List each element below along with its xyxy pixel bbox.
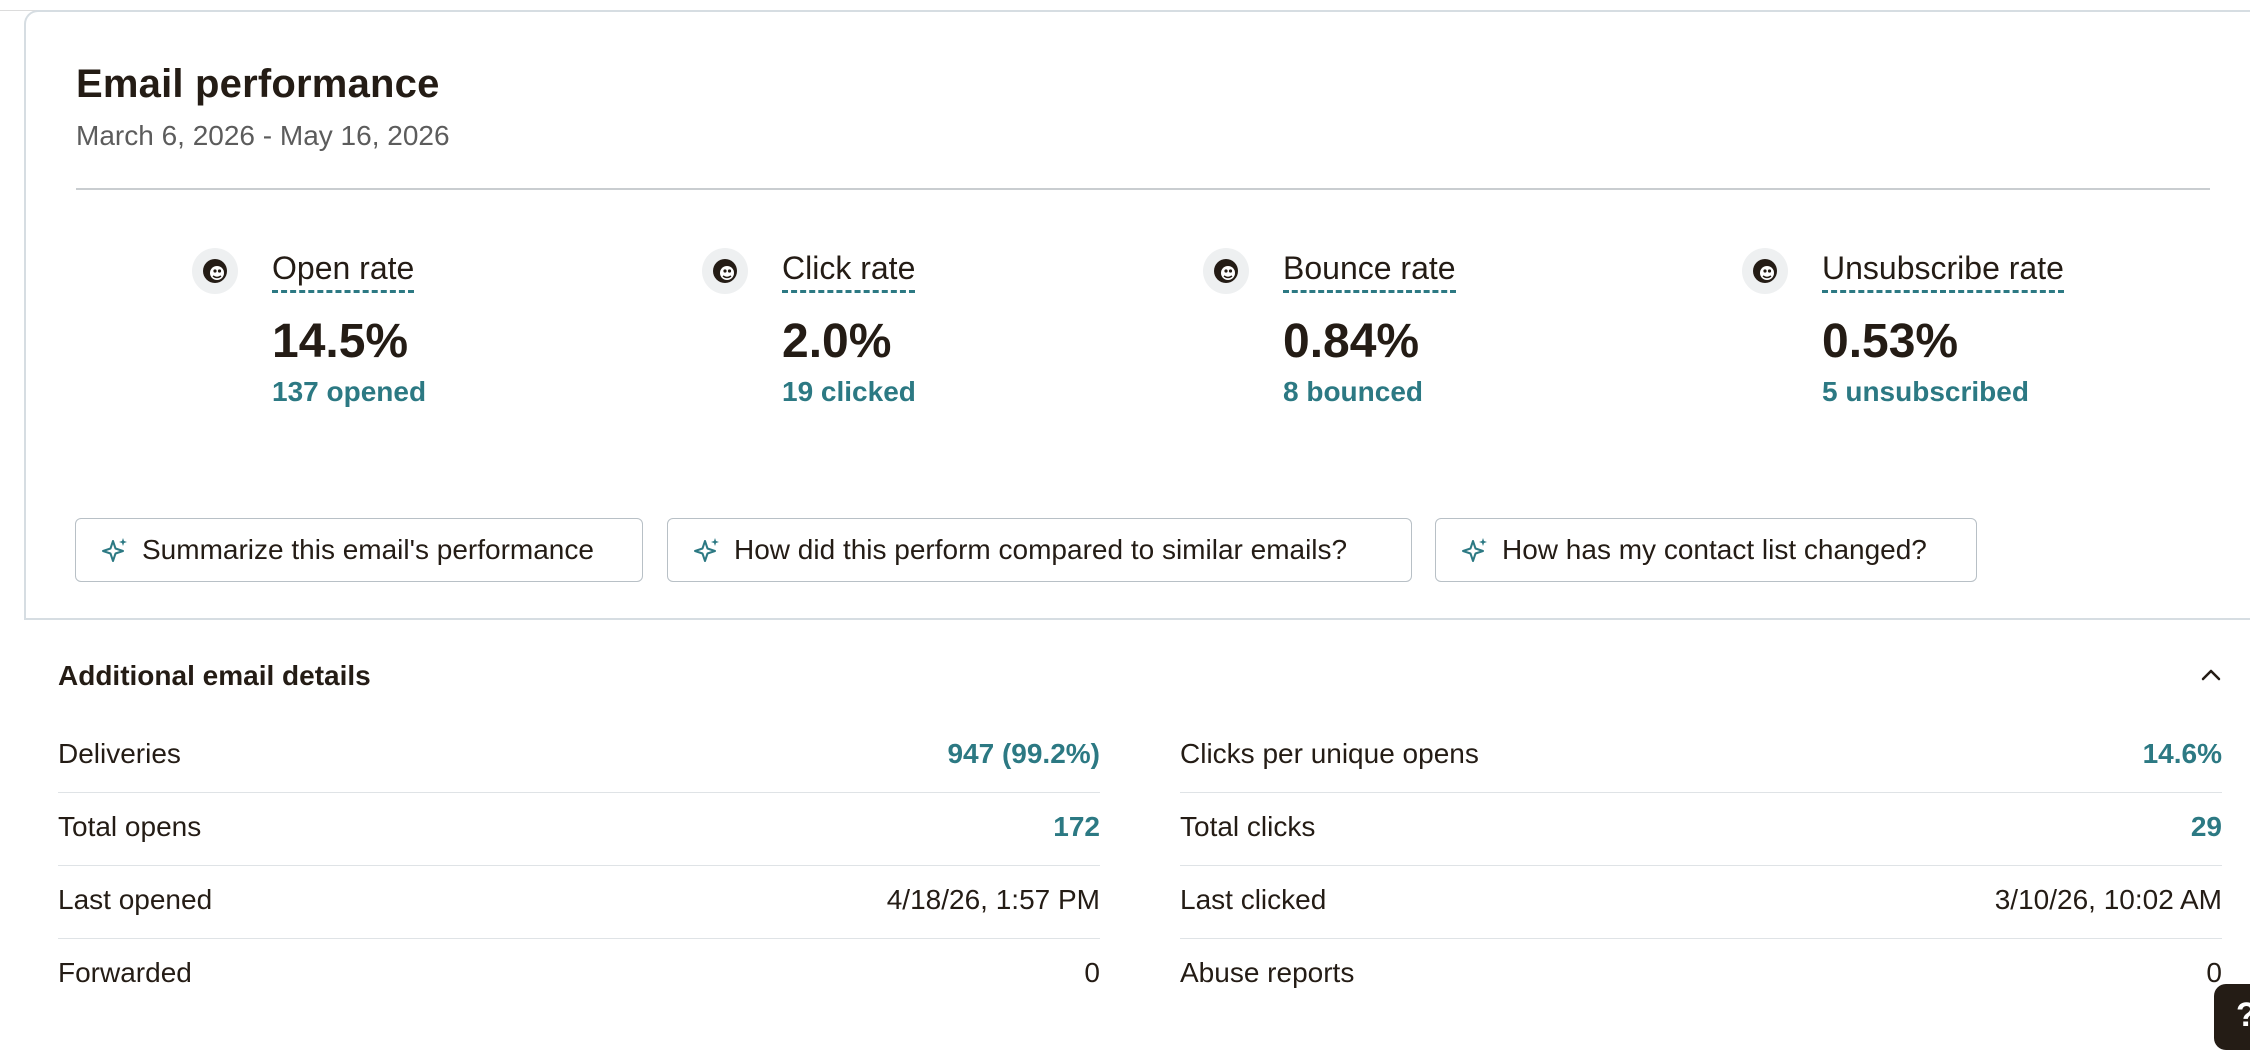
detail-row-deliveries: Deliveries 947 (99.2%): [58, 720, 1100, 793]
mailchimp-freddie-icon: [192, 248, 238, 294]
detail-key: Forwarded: [58, 957, 192, 988]
details-left-column: Deliveries 947 (99.2%) Total opens 172 L…: [58, 720, 1100, 1012]
metric-click-rate: Click rate 2.0% 19 clicked: [702, 246, 1002, 416]
detail-key: Total opens: [58, 811, 202, 842]
detail-row-total-clicks: Total clicks 29: [1180, 793, 2222, 866]
metric-label[interactable]: Open rate: [272, 251, 415, 293]
detail-key: Clicks per unique opens: [1180, 738, 1479, 769]
metric-value: 0.53%: [1822, 315, 1959, 368]
detail-value-link[interactable]: 29: [2190, 811, 2222, 842]
button-label: How has my contact list changed?: [1502, 534, 1927, 565]
detail-value-link[interactable]: 172: [1053, 811, 1100, 842]
detail-row-last-clicked: Last clicked 3/10/26, 10:02 AM: [1180, 866, 2222, 939]
detail-row-clicks-per-unique-opens: Clicks per unique opens 14.6%: [1180, 720, 2222, 793]
metric-count-link[interactable]: 5 unsubscribed: [1822, 376, 2029, 407]
detail-row-total-opens: Total opens 172: [58, 793, 1100, 866]
detail-key: Deliveries: [58, 738, 181, 769]
detail-key: Total clicks: [1180, 811, 1316, 842]
detail-key: Last clicked: [1180, 884, 1327, 915]
detail-row-forwarded: Forwarded 0: [58, 939, 1100, 1012]
help-button[interactable]: ?: [2214, 984, 2250, 1050]
chevron-up-icon[interactable]: [2196, 660, 2226, 690]
metric-unsubscribe-rate: Unsubscribe rate 0.53% 5 unsubscribed: [1742, 246, 2122, 416]
button-label: How did this perform compared to similar…: [734, 534, 1348, 565]
summarize-performance-button[interactable]: Summarize this email's performance: [75, 518, 643, 582]
metric-label[interactable]: Bounce rate: [1283, 251, 1456, 293]
contact-list-changed-button[interactable]: How has my contact list changed?: [1435, 518, 1977, 582]
detail-row-abuse-reports: Abuse reports 0: [1180, 939, 2222, 1012]
sparkle-icon: [102, 538, 127, 562]
detail-value: 0: [1084, 957, 1100, 988]
detail-row-last-opened: Last opened 4/18/26, 1:57 PM: [58, 866, 1100, 939]
divider: [76, 188, 2210, 190]
metric-count-link[interactable]: 137 opened: [272, 376, 427, 407]
metric-value: 14.5%: [272, 315, 409, 368]
sparkle-icon: [694, 538, 719, 562]
detail-value: 4/18/26, 1:57 PM: [886, 884, 1100, 915]
metric-label[interactable]: Unsubscribe rate: [1822, 251, 2064, 293]
mailchimp-freddie-icon: [1203, 248, 1249, 294]
additional-details-section: Additional email details Deliveries 947 …: [24, 620, 2250, 1058]
metric-count-link[interactable]: 8 bounced: [1283, 376, 1424, 407]
compare-similar-emails-button[interactable]: How did this perform compared to similar…: [667, 518, 1412, 582]
page-title: Email performance: [76, 62, 440, 106]
date-range: March 6, 2026 - May 16, 2026: [76, 120, 450, 151]
email-performance-card: Email performance March 6, 2026 - May 16…: [24, 10, 2250, 620]
mailchimp-freddie-icon: [1742, 248, 1788, 294]
detail-value: 3/10/26, 10:02 AM: [1994, 884, 2222, 915]
detail-key: Abuse reports: [1180, 957, 1355, 988]
metric-bounce-rate: Bounce rate 0.84% 8 bounced: [1203, 246, 1503, 416]
metric-value: 2.0%: [782, 315, 892, 368]
detail-key: Last opened: [58, 884, 213, 915]
metric-value: 0.84%: [1283, 315, 1420, 368]
detail-value-link[interactable]: 14.6%: [2142, 738, 2222, 769]
metric-open-rate: Open rate 14.5% 137 opened: [192, 246, 492, 416]
section-heading[interactable]: Additional email details: [58, 660, 371, 691]
mailchimp-freddie-icon: [702, 248, 748, 294]
metric-label[interactable]: Click rate: [782, 251, 916, 293]
details-right-column: Clicks per unique opens 14.6% Total clic…: [1180, 720, 2222, 1012]
metric-count-link[interactable]: 19 clicked: [782, 376, 916, 407]
button-label: Summarize this email's performance: [142, 534, 594, 565]
sparkle-icon: [1462, 538, 1487, 562]
detail-value: 0: [2206, 957, 2222, 988]
detail-value-link[interactable]: 947 (99.2%): [947, 738, 1100, 769]
